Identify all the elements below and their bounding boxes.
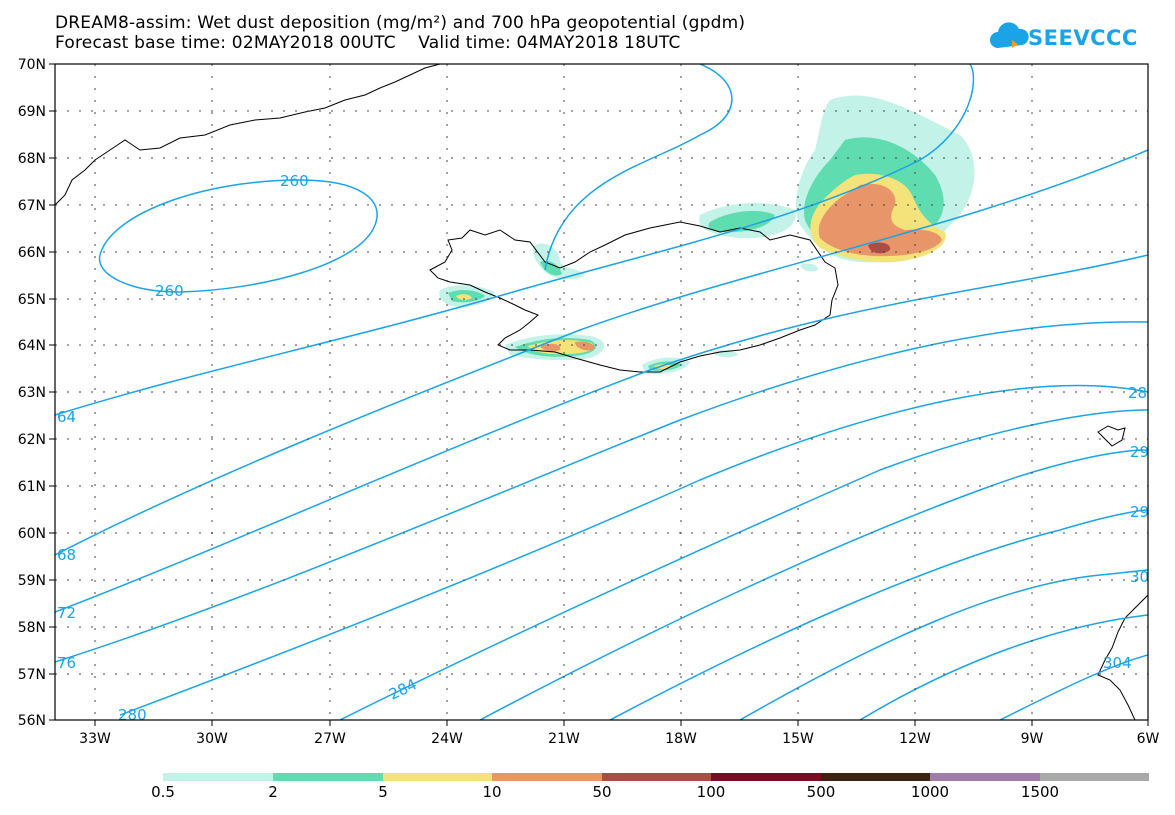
greenland-coastline [55, 64, 441, 206]
dust-area-mid [456, 294, 472, 301]
lon-label: 30W [196, 731, 228, 747]
contour-276 [55, 321, 1148, 663]
lat-label: 70N [18, 57, 46, 73]
colorbar-swatch [930, 773, 1040, 781]
lat-label: 56N [18, 713, 46, 729]
lat-label: 68N [18, 151, 46, 167]
lon-label: 24W [431, 731, 463, 747]
lat-label: 59N [18, 573, 46, 589]
colorbar-swatch [273, 773, 383, 781]
contour-labels: 260 260 64 68 72 76 280 284 28 29 29 30 … [57, 172, 1149, 724]
contour-268 [55, 149, 1148, 556]
lat-label: 66N [18, 245, 46, 261]
colorbar-label: 2 [268, 783, 278, 801]
contour-label: 304 [1103, 654, 1132, 672]
dust-area-high [818, 183, 942, 257]
colorbar-label: 500 [806, 783, 836, 801]
dust-area-top [868, 242, 891, 254]
lat-label: 67N [18, 198, 46, 214]
cloud-icon [990, 22, 1029, 48]
contour-label: 72 [57, 604, 76, 622]
contour-260-closed [98, 179, 378, 293]
forecast-time-subtitle: Forecast base time: 02MAY2018 00UTC Vali… [55, 33, 681, 53]
contour-label: 29 [1130, 503, 1149, 521]
map-title: DREAM8-assim: Wet dust deposition (mg/m²… [55, 13, 746, 33]
seevccc-logo: SEEVCCC [990, 18, 1160, 58]
contour-304 [999, 654, 1148, 720]
contour-272 [55, 254, 1148, 613]
map-frame [54, 63, 1149, 721]
colorbar [163, 773, 1149, 781]
contour-280 [119, 384, 1148, 716]
lon-label: 6W [1137, 731, 1160, 747]
graticule [55, 64, 1148, 720]
latitude-labels: 70N 69N 68N 67N 66N 65N 64N 63N 62N 61N … [18, 57, 46, 729]
contour-label: 260 [155, 282, 184, 300]
colorbar-swatch [492, 773, 602, 781]
lat-label: 64N [18, 338, 46, 354]
dust-area-low [708, 210, 775, 233]
axis-ticks [49, 63, 1149, 726]
contour-300 [859, 614, 1148, 720]
colorbar-swatch [821, 773, 930, 781]
lon-label: 18W [665, 731, 697, 747]
dust-area-lowest [800, 263, 818, 272]
colorbar-swatch [383, 773, 492, 781]
lon-label: 15W [782, 731, 814, 747]
lon-label: 21W [548, 731, 580, 747]
lon-label: 33W [79, 731, 111, 747]
faroe-islands-coastline [1097, 425, 1126, 447]
lon-label: 9W [1021, 731, 1044, 747]
contour-label: 30 [1130, 568, 1149, 586]
contour-288 [479, 449, 1148, 720]
contour-292 [609, 509, 1148, 720]
lat-label: 69N [18, 104, 46, 120]
lat-label: 61N [18, 479, 46, 495]
contour-label: 260 [280, 172, 309, 190]
dust-deposition-field [439, 95, 975, 374]
contour-label: 76 [57, 654, 76, 672]
longitude-labels: 33W 30W 27W 24W 21W 18W 15W 12W 9W 6W [79, 731, 1159, 747]
colorbar-label: 10 [482, 783, 502, 801]
contour-label: 280 [118, 706, 147, 724]
contour-260-north [544, 64, 733, 271]
colorbar-label: 1000 [910, 783, 950, 801]
norway-coastline [1097, 594, 1148, 720]
dust-area-lowest [712, 349, 738, 358]
lat-label: 57N [18, 667, 46, 683]
colorbar-label: 50 [592, 783, 612, 801]
colorbar-swatch [711, 773, 821, 781]
contour-label: 64 [57, 408, 76, 426]
lon-label: 27W [314, 731, 346, 747]
lat-label: 62N [18, 432, 46, 448]
colorbar-label: 5 [378, 783, 388, 801]
coastlines [55, 64, 1148, 720]
lon-label: 12W [899, 731, 931, 747]
colorbar-swatch [163, 773, 273, 781]
contour-264 [55, 64, 975, 416]
contour-label: 284 [386, 675, 420, 703]
colorbar-swatch [602, 773, 711, 781]
colorbar-label: 1500 [1020, 783, 1060, 801]
lat-label: 63N [18, 385, 46, 401]
contour-label: 68 [57, 546, 76, 564]
lat-label: 58N [18, 620, 46, 636]
logo-text: SEEVCCC [1028, 26, 1138, 50]
colorbar-label: 100 [696, 783, 726, 801]
geopotential-contours [55, 64, 1148, 720]
contour-296 [739, 569, 1148, 720]
contour-284 [339, 409, 1148, 720]
dust-area-high [540, 341, 595, 352]
contour-label: 28 [1128, 384, 1147, 402]
lat-label: 60N [18, 526, 46, 542]
contour-label: 29 [1130, 443, 1149, 461]
lat-label: 65N [18, 292, 46, 308]
colorbar-swatch [1040, 773, 1149, 781]
iceland-coastline [429, 221, 839, 373]
colorbar-label: 0.5 [151, 783, 175, 801]
